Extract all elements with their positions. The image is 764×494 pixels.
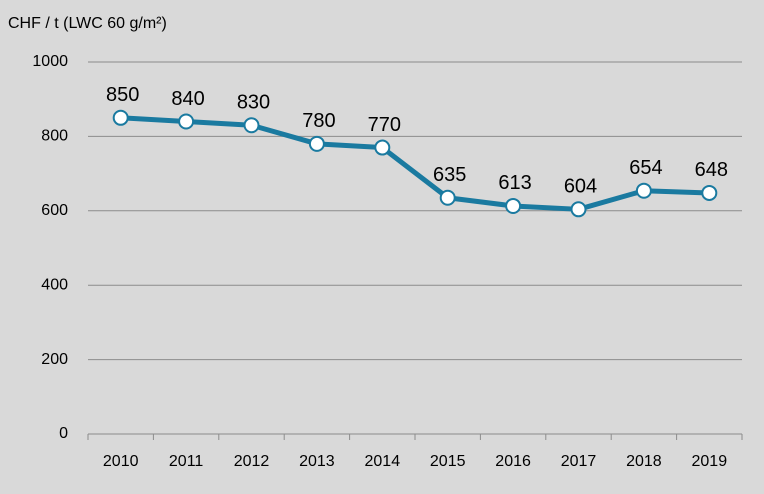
y-tick-label: 600 [41, 202, 68, 219]
data-label: 654 [629, 157, 662, 179]
marker [243, 117, 260, 134]
x-tick-label: 2014 [365, 453, 401, 470]
marker [701, 184, 718, 201]
x-tick-label: 2017 [561, 453, 597, 470]
marker [439, 189, 456, 206]
data-label: 604 [564, 176, 597, 198]
data-label: 635 [433, 164, 466, 186]
x-tick-label: 2016 [495, 453, 531, 470]
marker [112, 109, 129, 126]
y-tick-label: 0 [59, 425, 68, 442]
marker [308, 135, 325, 152]
x-tick-label: 2018 [626, 453, 662, 470]
data-label: 780 [302, 110, 335, 132]
x-tick-label: 2019 [692, 453, 728, 470]
marker [635, 182, 652, 199]
y-tick-label: 800 [41, 128, 68, 145]
x-tick-label: 2012 [234, 453, 270, 470]
line [120, 115, 710, 212]
y-tick-label: 1000 [32, 53, 68, 70]
data-label: 613 [498, 172, 531, 194]
data-label: 840 [171, 88, 204, 110]
data-label: 830 [237, 92, 270, 114]
x-tick-label: 2015 [430, 453, 466, 470]
data-label: 648 [695, 159, 728, 181]
x-tick-label: 2013 [299, 453, 335, 470]
marker [505, 197, 522, 214]
data-label: 850 [106, 84, 139, 106]
marker [374, 139, 391, 156]
y-tick-label: 400 [41, 276, 68, 293]
y-axis-label: CHF / t (LWC 60 g/m²) [8, 15, 167, 32]
x-tick-label: 2011 [169, 453, 204, 470]
marker [570, 201, 587, 218]
data-label: 770 [368, 114, 401, 136]
x-tick-label: 2010 [103, 453, 139, 470]
y-tick-label: 200 [41, 351, 68, 368]
marker [178, 113, 195, 130]
